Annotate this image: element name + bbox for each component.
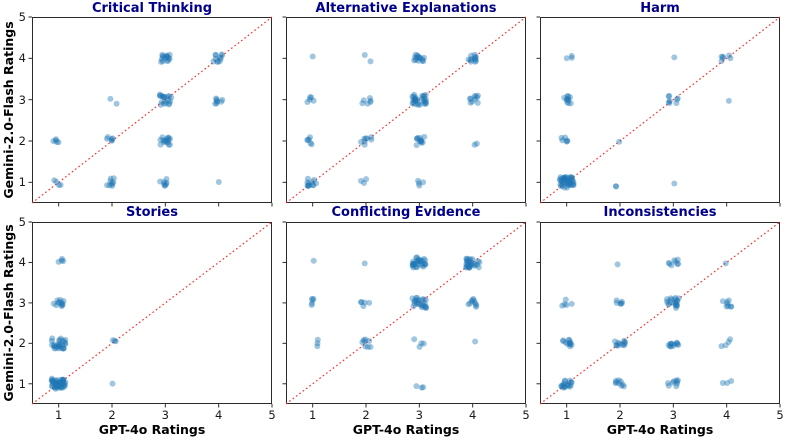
identity-diagonal-line: [31, 16, 273, 204]
x-axis-label: GPT-4o Ratings: [98, 422, 206, 437]
plot-frame: [540, 17, 780, 203]
subplot-title-harm: Harm: [640, 1, 680, 16]
x-tick-label: 1: [308, 408, 317, 422]
identity-diagonal-line: [285, 221, 527, 405]
x-tick-label: 5: [522, 408, 530, 422]
x-tick-label: 5: [776, 408, 784, 422]
scatter-points: [48, 255, 119, 392]
x-tick-label: 3: [669, 408, 677, 422]
x-axis-label: GPT-4o Ratings: [352, 422, 460, 437]
identity-diagonal-line: [285, 16, 527, 204]
subplot-title-conflicting-evidence: Conflicting Evidence: [331, 205, 481, 220]
scatter-plot-inconsistencies: [536, 221, 781, 408]
y-tick-label: 5: [18, 10, 26, 24]
identity-diagonal-line: [539, 221, 781, 405]
x-tick-label: 2: [108, 408, 116, 422]
subplot-title-alternative-explanations: Alternative Explanations: [315, 1, 497, 16]
scatter-points: [557, 52, 734, 191]
scatter-points: [308, 254, 483, 391]
scatter-points: [558, 256, 735, 391]
x-tick-label: 4: [722, 408, 731, 422]
y-tick-label: 2: [18, 336, 26, 351]
y-tick-label: 3: [18, 92, 26, 107]
plot-frame: [286, 222, 526, 404]
identity-diagonal-line: [31, 221, 273, 405]
y-tick-label: 4: [18, 51, 26, 66]
subplot-title-inconsistencies: Inconsistencies: [603, 205, 717, 220]
plot-frame: [32, 222, 272, 404]
x-tick-label: 4: [468, 408, 477, 422]
subplot-title-stories: Stories: [126, 205, 178, 220]
plot-frame: [540, 222, 780, 404]
identity-diagonal-line: [539, 16, 781, 204]
scatter-plot-critical-thinking: [28, 16, 273, 207]
x-tick-label: 1: [562, 408, 571, 422]
scatter-plot-harm: [536, 16, 781, 207]
scatter-points: [50, 51, 226, 189]
x-tick-label: 4: [214, 408, 223, 422]
x-tick-label: 2: [362, 408, 370, 422]
x-tick-label: 3: [415, 408, 423, 422]
plot-frame: [32, 17, 272, 203]
scatter-plot-conflicting-evidence: [282, 221, 527, 408]
scatter-plot-stories: [28, 221, 273, 408]
y-tick-label: 1: [18, 175, 26, 190]
x-tick-label: 3: [161, 408, 169, 422]
subplot-title-critical-thinking: Critical Thinking: [91, 1, 213, 16]
y-tick-label: 4: [18, 255, 26, 270]
x-axis-label: GPT-4o Ratings: [606, 422, 714, 437]
x-tick-label: 1: [54, 408, 63, 422]
y-tick-label: 1: [18, 376, 26, 391]
plot-frame: [286, 17, 526, 203]
scatter-points: [304, 51, 481, 189]
y-tick-label: 3: [18, 295, 26, 310]
x-tick-label: 5: [268, 408, 276, 422]
scatter-plot-alternative-explanations: [282, 16, 527, 207]
x-tick-label: 2: [616, 408, 624, 422]
y-tick-label: 2: [18, 134, 26, 148]
y-tick-label: 5: [18, 215, 26, 229]
